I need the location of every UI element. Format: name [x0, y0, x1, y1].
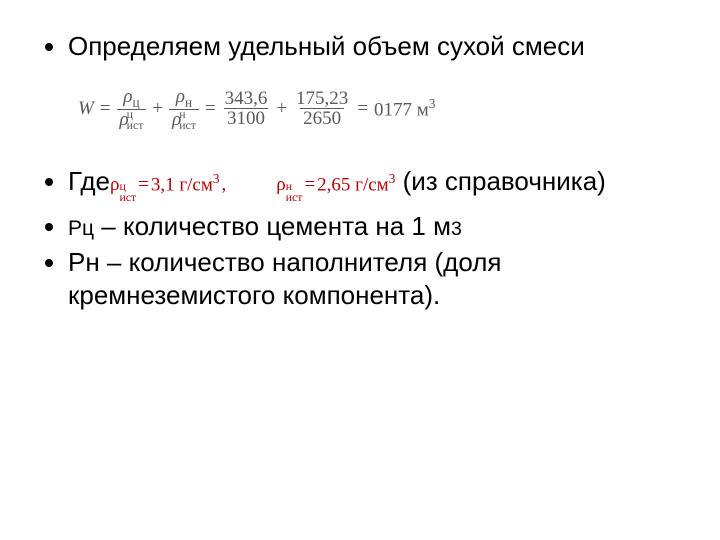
frac-3-num: 343,6	[222, 89, 271, 109]
formula-plus2: +	[276, 97, 287, 121]
formula-result: 0177 м3	[374, 96, 435, 122]
bullet-4-text: Рн – количество наполнителя (доля кремне…	[68, 247, 501, 310]
formula-plus1: +	[152, 97, 163, 121]
frac-1-den: ρцист	[117, 109, 147, 131]
frac-3: 343,6 3100	[222, 89, 271, 130]
bullet-2-prefix: Где	[68, 166, 110, 196]
bullet-1: Определяем удельный объем сухой смеси W …	[68, 30, 680, 131]
frac-4-den: 2650	[300, 108, 344, 129]
frac-2-den: ρнист	[169, 109, 199, 131]
inline-density: ρцист = 3,1 г/см3 , ρнист = 2,65 г/см3	[110, 171, 395, 204]
frac-4-num: 175,23	[293, 89, 351, 109]
slide: Определяем удельный объем сухой смеси W …	[0, 0, 720, 540]
frac-3-den: 3100	[224, 108, 268, 129]
bullet-2: Где ρцист = 3,1 г/см3 , ρнист = 2,65 г/с…	[68, 165, 680, 203]
inline-v2: 2,65 г/см3	[317, 171, 395, 197]
bullet-1-text: Определяем удельный объем сухой смеси	[68, 31, 585, 61]
bullet-3-symbol: Рц	[68, 217, 94, 240]
frac-2-num: ρн	[173, 87, 195, 110]
frac-1: ρц ρцист	[117, 87, 147, 132]
bullet-2-suffix: (из справочника)	[395, 166, 605, 196]
bullet-list: Определяем удельный объем сухой смеси W …	[40, 30, 680, 311]
formula: W = ρц ρцист + ρн ρнист	[78, 87, 680, 132]
frac-1-num: ρц	[120, 87, 142, 110]
formula-eq3: =	[357, 97, 368, 121]
inline-v1: 3,1 г/см3	[151, 171, 220, 197]
bullet-4: Рн – количество наполнителя (доля кремне…	[68, 246, 680, 311]
formula-W: W	[78, 97, 94, 121]
formula-eq2: =	[205, 97, 216, 121]
formula-eq1: =	[100, 97, 111, 121]
bullet-3-text: – количество цемента на 1 м	[94, 211, 451, 241]
bullet-3: Рц – количество цемента на 1 м3	[68, 210, 680, 243]
frac-2: ρн ρнист	[169, 87, 199, 132]
frac-4: 175,23 2650	[293, 89, 351, 130]
